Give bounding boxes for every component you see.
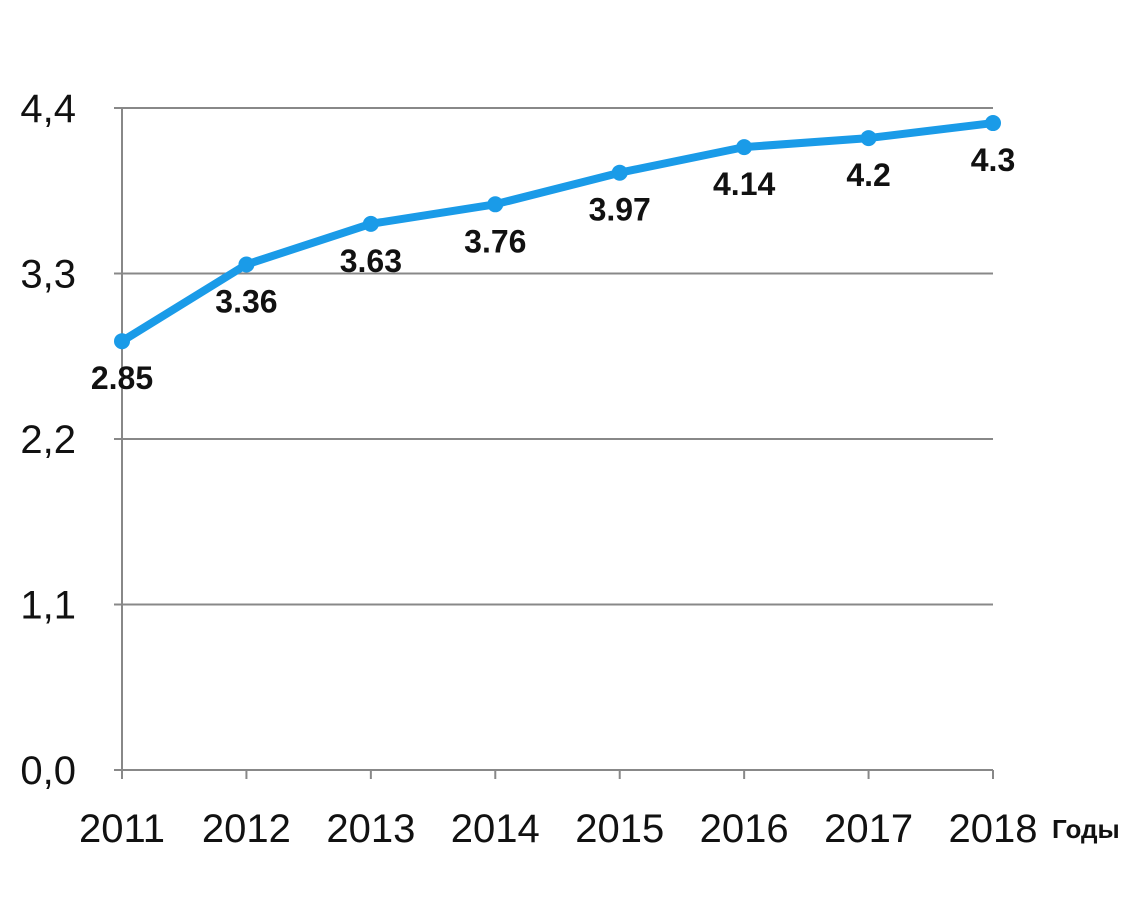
data-label-7: 4.3 xyxy=(971,142,1015,178)
x-tick-label-7: 2018 xyxy=(949,807,1038,851)
data-label-1: 3.36 xyxy=(215,283,277,319)
data-label-3: 3.76 xyxy=(464,223,526,259)
x-tick-label-4: 2015 xyxy=(575,807,664,851)
y-tick-label-2: 2,2 xyxy=(20,418,76,462)
y-axis-ticks: 0,0 1,1 2,2 3,3 4,4 xyxy=(20,87,122,793)
data-label-0: 2.85 xyxy=(91,360,153,396)
x-tick-label-6: 2017 xyxy=(824,807,913,851)
y-tick-label-0: 0,0 xyxy=(20,749,76,793)
data-point-1 xyxy=(238,256,255,273)
data-point-7 xyxy=(985,115,1001,132)
y-tick-label-1: 1,1 xyxy=(20,584,76,628)
gridlines xyxy=(122,107,993,606)
data-label-4: 3.97 xyxy=(589,192,651,228)
data-labels-layer: 2.85 3.36 3.63 3.76 3.97 4.14 4.2 4.3 xyxy=(91,142,1015,396)
data-point-4 xyxy=(611,164,628,181)
x-tick-label-5: 2016 xyxy=(700,807,789,851)
x-axis-label: Годы xyxy=(1052,814,1120,844)
x-tick-label-3: 2014 xyxy=(451,807,540,851)
data-point-2 xyxy=(362,215,379,232)
data-point-0 xyxy=(114,333,130,350)
series-line-0 xyxy=(118,119,997,346)
x-tick-label-2: 2013 xyxy=(326,807,415,851)
x-tick-label-0: 2011 xyxy=(79,807,165,851)
x-axis-ticks: 2011 2012 2013 2014 2015 2016 2017 2018 xyxy=(79,770,1038,851)
data-point-6 xyxy=(860,130,877,147)
x-tick-label-1: 2012 xyxy=(202,807,291,851)
y-tick-label-3: 3,3 xyxy=(20,253,76,297)
data-point-5 xyxy=(736,139,753,156)
series-layer xyxy=(114,115,1001,350)
y-tick-label-4: 4,4 xyxy=(20,87,76,131)
data-label-2: 3.63 xyxy=(340,243,402,279)
data-label-6: 4.2 xyxy=(846,157,890,193)
data-label-5: 4.14 xyxy=(713,166,775,202)
data-point-3 xyxy=(487,196,504,213)
